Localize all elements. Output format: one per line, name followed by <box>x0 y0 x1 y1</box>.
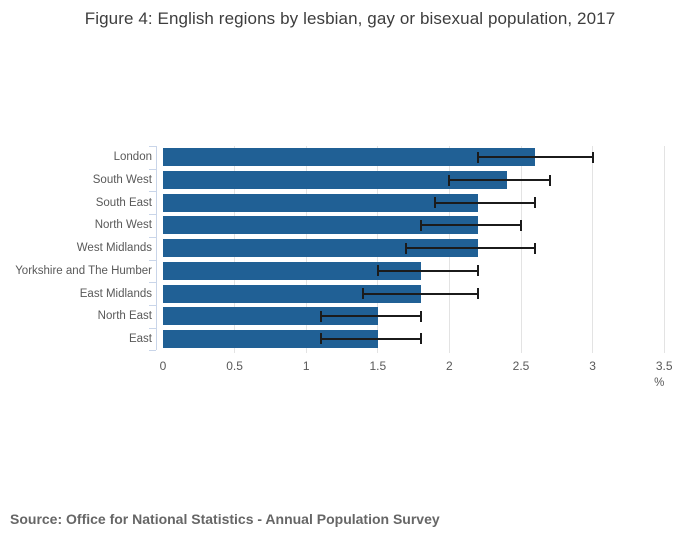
chart-title: Figure 4: English regions by lesbian, ga… <box>84 9 616 28</box>
x-tick-label: 3 <box>589 359 596 374</box>
y-axis-tick <box>149 259 156 261</box>
error-bar-cap <box>405 242 408 254</box>
category-label: East <box>128 332 152 345</box>
y-axis-tick <box>149 282 156 284</box>
error-bar-cap <box>319 310 322 322</box>
error-bar-line <box>420 224 521 227</box>
error-bar-cap <box>419 219 422 231</box>
gridline <box>663 146 665 354</box>
x-tick-label: 0.5 <box>226 359 243 374</box>
error-bar-cap <box>548 174 551 186</box>
category-label: East Midlands <box>79 287 152 300</box>
x-tick-label: 1.5 <box>369 359 387 374</box>
y-axis-tick <box>149 146 156 147</box>
x-tick-label: 2.5 <box>512 359 530 374</box>
bar <box>163 239 479 258</box>
error-bar-line <box>406 247 536 250</box>
y-axis-tick <box>149 191 156 193</box>
error-bar-cap <box>534 242 537 254</box>
error-bar-line <box>320 337 421 340</box>
x-tick-label: 0 <box>159 359 167 374</box>
y-axis-tick <box>149 327 156 329</box>
gridline <box>520 146 522 354</box>
error-bar-cap <box>419 333 422 345</box>
error-bar-cap <box>591 151 594 163</box>
error-bar-cap <box>520 219 522 231</box>
error-bar-line <box>478 156 593 159</box>
error-bar-cap <box>448 174 451 186</box>
x-tick-label: 3.5 <box>655 359 673 374</box>
bar-chart: London South West South East North West West… <box>15 146 673 390</box>
category-label: South East <box>95 196 152 209</box>
x-axis-unit-label: % <box>654 377 665 390</box>
bar <box>163 148 536 167</box>
error-bar-cap <box>376 265 379 277</box>
bar <box>163 216 479 235</box>
x-tick-label: 2 <box>446 359 453 374</box>
error-bar-cap <box>477 288 480 300</box>
error-bar-line <box>435 201 536 204</box>
error-bar-cap <box>362 288 365 300</box>
error-bar-line <box>363 292 479 295</box>
bar <box>163 307 378 326</box>
category-label: London <box>113 151 152 164</box>
error-bar-cap <box>477 265 480 277</box>
bar <box>163 329 378 348</box>
y-axis-tick <box>149 350 156 352</box>
y-axis-tick <box>149 236 156 238</box>
error-bar-cap <box>419 310 422 322</box>
y-axis-line <box>156 146 157 351</box>
source-note: Source: Office for National Statistics -… <box>10 511 440 527</box>
bar <box>163 171 507 190</box>
category-label: West Midlands <box>76 242 152 255</box>
error-bar-cap <box>434 197 437 209</box>
error-bar-line <box>377 269 479 272</box>
category-label: Yorkshire and The Humber <box>15 264 152 277</box>
category-label: North East <box>97 310 152 323</box>
y-axis-tick <box>149 214 156 216</box>
error-bar-cap <box>319 333 322 345</box>
gridline <box>592 146 594 354</box>
error-bar-cap <box>534 197 537 209</box>
bar <box>163 193 479 212</box>
category-label: South West <box>92 174 152 187</box>
bar <box>163 284 421 303</box>
x-tick-label: 1 <box>302 359 310 374</box>
y-axis-tick <box>149 304 156 306</box>
error-bar-cap <box>477 151 480 163</box>
bar <box>163 261 421 280</box>
category-label: North West <box>94 219 152 232</box>
y-axis-tick <box>149 168 156 170</box>
error-bar-line <box>449 179 550 182</box>
error-bar-line <box>320 315 421 318</box>
